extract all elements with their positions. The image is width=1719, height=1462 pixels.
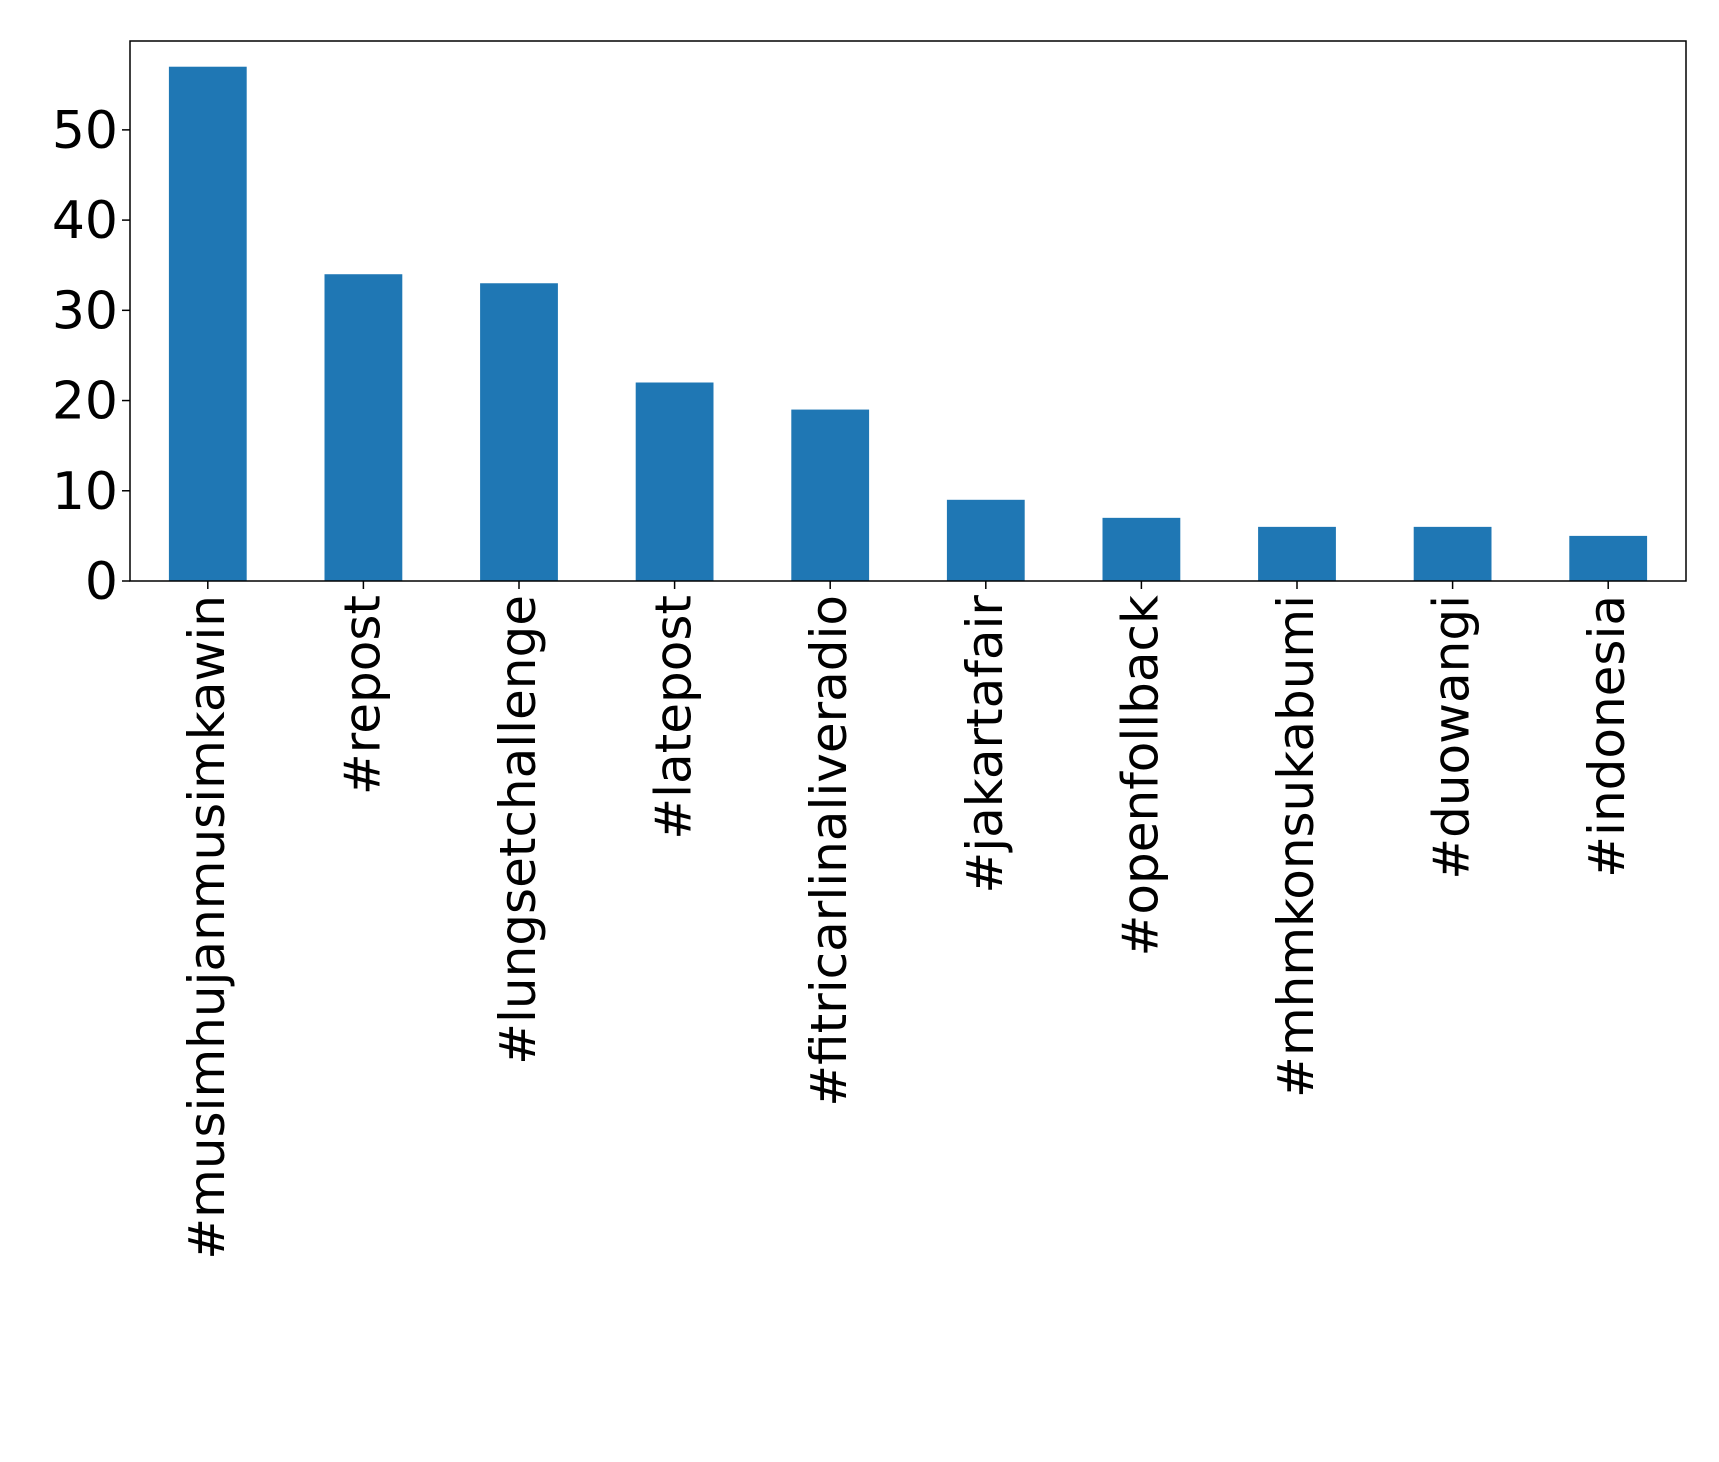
bar-indonesia (1569, 535, 1648, 581)
y-tick-label: 50 (52, 101, 118, 161)
y-tick-label: 40 (52, 191, 118, 251)
bar-jakartafair (946, 499, 1025, 581)
bar-openfollback (1102, 517, 1181, 581)
y-tick-label: 0 (85, 552, 118, 612)
x-tick-label: #repost (333, 595, 391, 795)
bar-musimhujanmusimkawin (168, 66, 247, 581)
x-tick-label: #mhmkonsukabumi (1267, 595, 1325, 1098)
x-axis-ticks: #musimhujanmusimkawin #repost #lungsetchal… (178, 581, 1636, 1260)
bar-lungsetchallenge (480, 283, 558, 581)
x-tick-label: #jakartafair (956, 595, 1014, 894)
y-tick-label: 10 (52, 462, 118, 522)
bars-layer (168, 66, 1648, 581)
bar-repost (324, 274, 403, 581)
y-axis-ticks: 0 10 20 30 40 50 (52, 101, 130, 612)
bar-duowangi (1413, 526, 1492, 581)
bar-fitricarlinaliveradio (791, 409, 870, 581)
plot-frame (129, 40, 1687, 582)
x-tick-label: #latepost (645, 595, 703, 840)
x-tick-label: #musimhujanmusimkawin (178, 595, 236, 1260)
x-tick-label: #duowangi (1423, 595, 1481, 880)
x-tick-label: #fitricarlinaliveradio (800, 595, 858, 1107)
y-tick-label: 30 (52, 281, 118, 341)
x-tick-label: #indonesia (1578, 595, 1636, 878)
y-tick-label: 20 (52, 372, 118, 432)
x-tick-label: #openfollback (1111, 595, 1169, 957)
x-tick-label: #lungsetchallenge (489, 595, 547, 1065)
bar-latepost (635, 382, 714, 581)
bar-mhmkonsukabumi (1258, 526, 1336, 581)
